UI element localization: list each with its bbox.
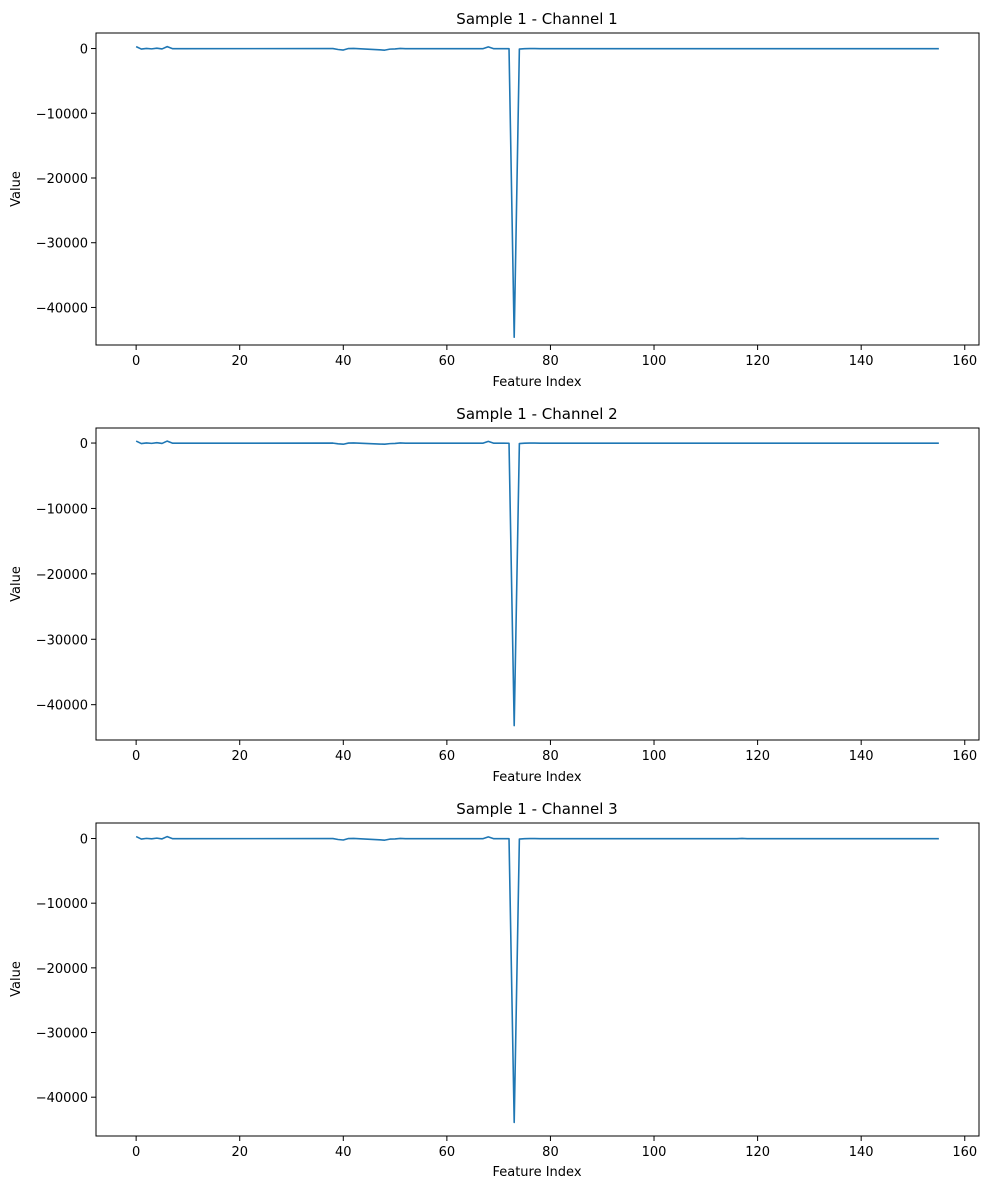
y-tick-label: −10000 <box>36 107 88 122</box>
subplot-channel-2: Sample 1 - Channel 2 Feature Index Value… <box>9 405 980 785</box>
x-tick-label: 0 <box>132 749 140 764</box>
axes-frame <box>95 822 980 1137</box>
x-tick-label: 60 <box>439 354 456 369</box>
x-tick-label: 120 <box>745 354 770 369</box>
y-tick-label: −20000 <box>36 568 88 583</box>
x-tick-label: 40 <box>335 749 352 764</box>
x-tick-label: 160 <box>952 1145 977 1160</box>
plot-area: 0 20 40 60 80 100 120 140 160 0 −10000 −20000 −30000… <box>36 822 980 1160</box>
x-tick-label: 0 <box>132 1145 140 1160</box>
y-tick-label: −30000 <box>36 237 88 252</box>
y-tick-label: 0 <box>80 437 88 452</box>
y-axis-label: Value <box>9 566 24 602</box>
y-tick-label: 0 <box>80 43 88 58</box>
y-axis-label: Value <box>9 171 24 207</box>
chart-title: Sample 1 - Channel 2 <box>456 405 617 423</box>
y-tick-label: −20000 <box>36 172 88 187</box>
y-tick-label: −20000 <box>36 962 88 977</box>
x-tick-label: 20 <box>231 354 248 369</box>
y-tick-label: −10000 <box>36 897 88 912</box>
plot-area: 0 20 40 60 80 100 120 140 160 0 −10000 −20000 −30000… <box>36 427 980 764</box>
x-tick-label: 120 <box>745 749 770 764</box>
subplot-channel-1: Sample 1 - Channel 1 Feature Index Value… <box>9 10 980 390</box>
x-tick-label: 20 <box>231 1145 248 1160</box>
y-tick-label: −40000 <box>36 1091 88 1106</box>
y-tick-label: −40000 <box>36 699 88 714</box>
axes-frame <box>95 427 980 741</box>
x-tick-label: 140 <box>849 1145 874 1160</box>
x-tick-label: 0 <box>132 354 140 369</box>
x-tick-label: 160 <box>952 354 977 369</box>
x-axis-label: Feature Index <box>492 770 581 785</box>
x-tick-label: 80 <box>542 354 559 369</box>
plot-area: 0 20 40 60 80 100 120 140 160 0 −10000 −20000 −30000… <box>36 32 980 369</box>
series-line <box>135 440 939 727</box>
x-tick-label: 140 <box>849 749 874 764</box>
x-tick-label: 160 <box>952 749 977 764</box>
series-line <box>135 835 939 1124</box>
x-tick-label: 120 <box>745 1145 770 1160</box>
chart-title: Sample 1 - Channel 1 <box>456 10 617 28</box>
x-tick-label: 100 <box>642 749 667 764</box>
y-tick-label: −40000 <box>36 301 88 316</box>
chart-title: Sample 1 - Channel 3 <box>456 800 617 818</box>
series-line <box>135 45 939 339</box>
x-tick-label: 60 <box>439 749 456 764</box>
y-tick-label: −30000 <box>36 633 88 648</box>
y-tick-label: 0 <box>80 833 88 848</box>
y-axis-label: Value <box>9 961 24 997</box>
x-tick-label: 60 <box>439 1145 456 1160</box>
subplot-channel-3: Sample 1 - Channel 3 Feature Index Value… <box>9 800 980 1180</box>
x-tick-label: 40 <box>335 1145 352 1160</box>
y-tick-label: −30000 <box>36 1027 88 1042</box>
x-tick-label: 80 <box>542 749 559 764</box>
x-tick-label: 20 <box>231 749 248 764</box>
y-tick-label: −10000 <box>36 502 88 517</box>
x-tick-label: 80 <box>542 1145 559 1160</box>
x-tick-label: 140 <box>849 354 874 369</box>
x-axis-label: Feature Index <box>492 1165 581 1180</box>
x-tick-label: 100 <box>642 1145 667 1160</box>
axes-frame <box>95 32 980 346</box>
x-tick-label: 40 <box>335 354 352 369</box>
x-tick-label: 100 <box>642 354 667 369</box>
x-axis-label: Feature Index <box>492 375 581 390</box>
